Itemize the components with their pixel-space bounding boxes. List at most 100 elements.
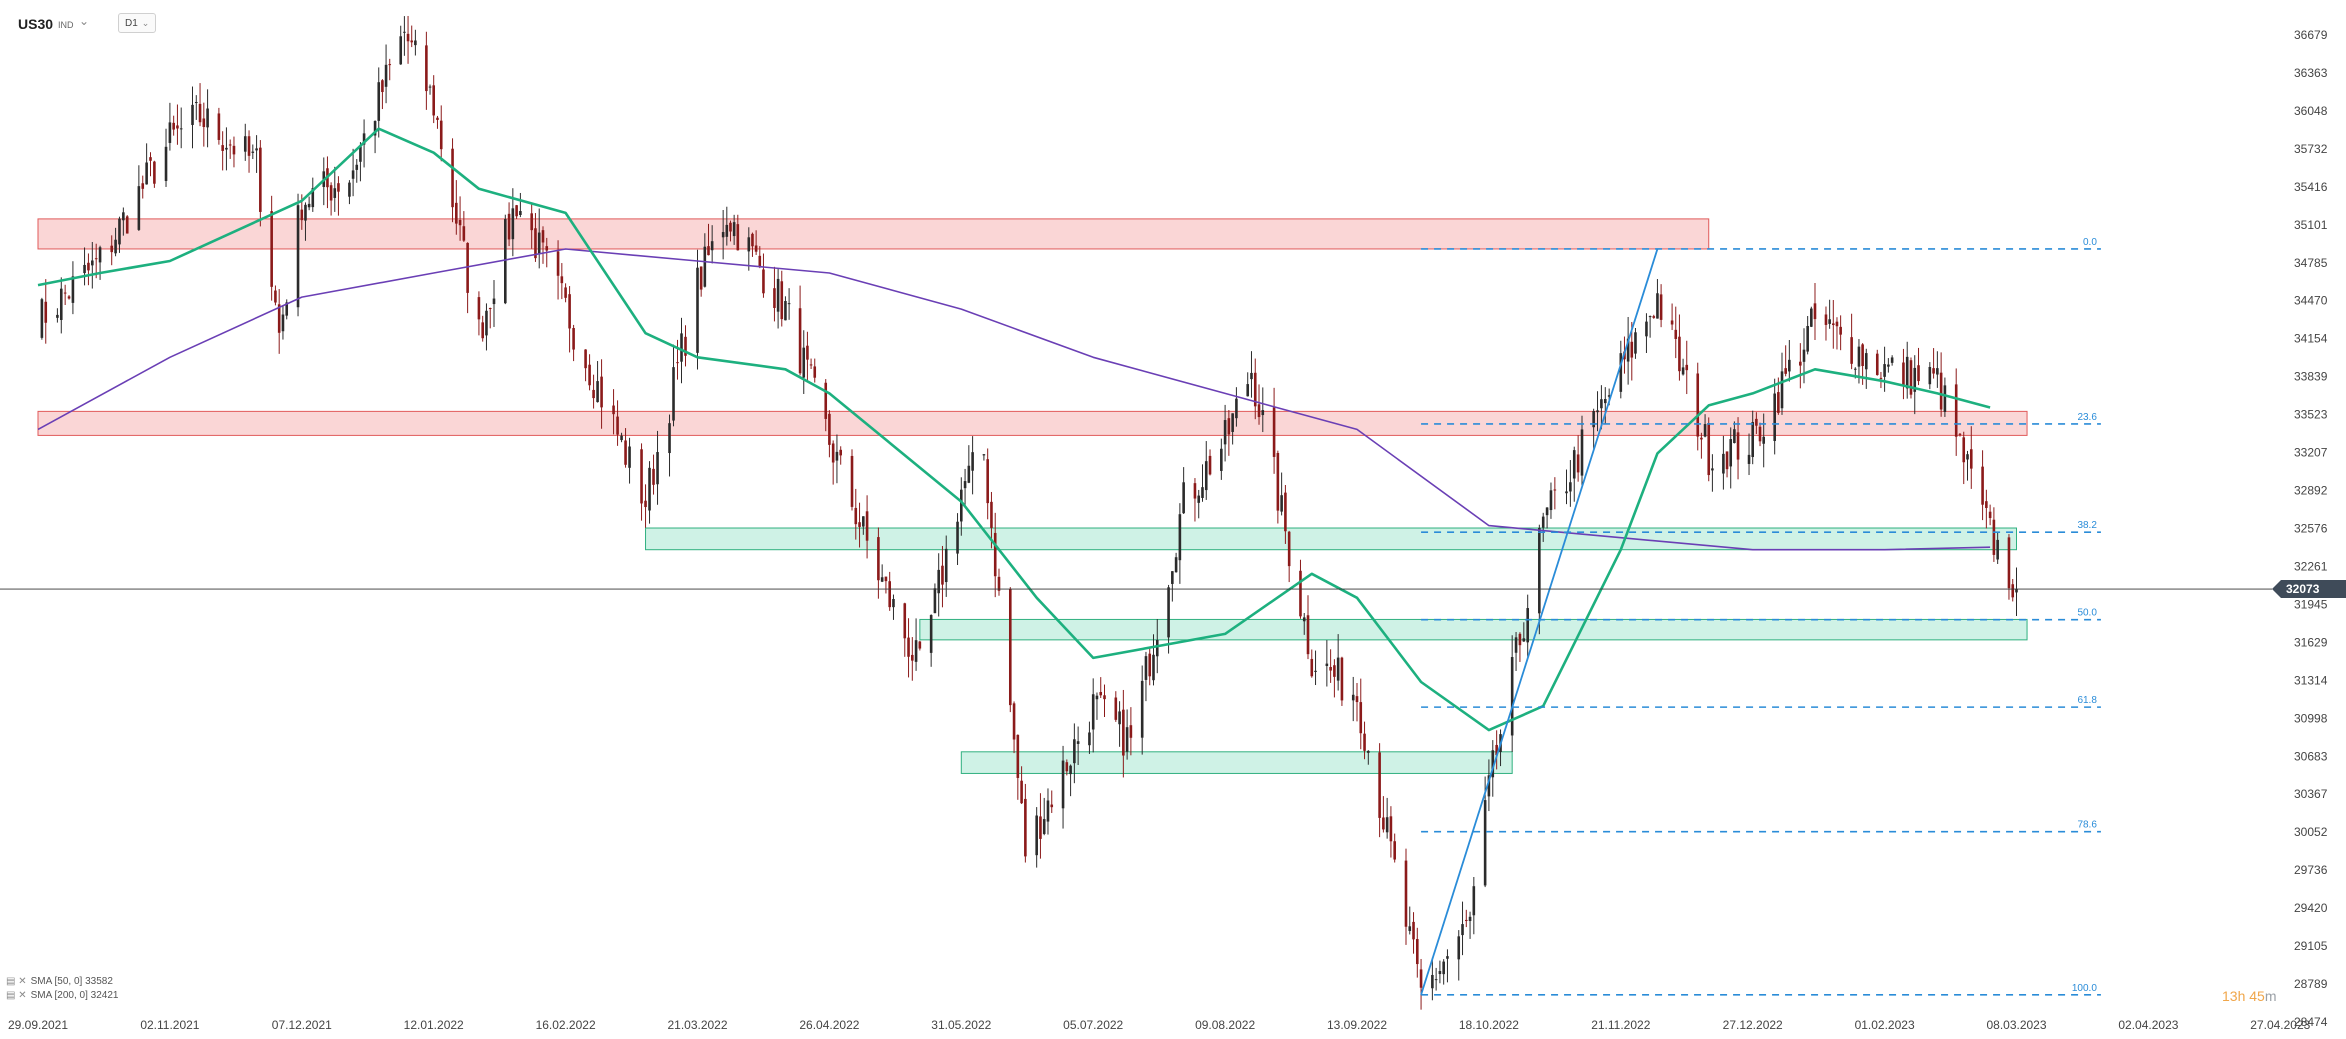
- indicator-icons: ▤ ✕: [6, 976, 27, 987]
- x-tick-label: 01.02.2023: [1855, 1018, 1915, 1032]
- candle: [880, 577, 884, 582]
- candle: [1518, 633, 1522, 646]
- x-tick-label: 13.09.2022: [1327, 1018, 1387, 1032]
- candle: [1155, 639, 1159, 657]
- chevron-down-icon[interactable]: ⌄: [79, 14, 90, 28]
- candle: [1596, 410, 1599, 413]
- candle: [98, 247, 102, 263]
- candle: [762, 269, 765, 294]
- candle: [1076, 741, 1080, 744]
- candle: [1703, 424, 1707, 437]
- candle: [1580, 429, 1584, 476]
- timeframe-select[interactable]: D1 ⌄: [118, 13, 157, 33]
- candle: [149, 157, 152, 161]
- candle: [1103, 695, 1106, 700]
- candle: [1306, 615, 1310, 655]
- candle: [492, 298, 496, 305]
- candle: [377, 82, 381, 121]
- candle: [1314, 670, 1317, 672]
- candle: [1016, 734, 1020, 778]
- candle: [1487, 775, 1491, 797]
- candle: [384, 64, 388, 87]
- candle: [1122, 709, 1125, 756]
- candle: [281, 314, 285, 332]
- candle: [1607, 395, 1611, 397]
- x-tick-label: 02.11.2021: [140, 1018, 199, 1032]
- candle-countdown: 13h 45m: [2222, 988, 2277, 1004]
- candle: [1431, 974, 1434, 989]
- candle: [110, 245, 114, 253]
- candle: [824, 382, 828, 419]
- x-tick-label: 18.10.2022: [1459, 1018, 1519, 1032]
- candle: [1235, 398, 1238, 419]
- candle: [960, 489, 963, 522]
- y-tick-label: 36048: [2294, 104, 2328, 118]
- candle: [44, 301, 48, 323]
- candle: [198, 103, 202, 123]
- candle: [1091, 694, 1095, 730]
- candle: [1592, 411, 1595, 428]
- candle: [285, 302, 289, 316]
- candle: [1174, 557, 1178, 573]
- candle: [122, 212, 125, 221]
- candle: [1850, 337, 1853, 364]
- candle: [1913, 367, 1917, 392]
- candle: [1182, 482, 1185, 514]
- candle: [1284, 492, 1287, 532]
- candle: [221, 145, 224, 151]
- fib-level-label: 38.2: [2077, 520, 2097, 531]
- candle: [348, 182, 351, 197]
- candle: [485, 310, 488, 336]
- candle: [202, 118, 206, 128]
- candle: [91, 260, 94, 266]
- candle: [1762, 436, 1765, 444]
- legend-sma50[interactable]: ▤ ✕ SMA [50, 0] 33582: [6, 976, 113, 987]
- y-tick-label: 33523: [2294, 408, 2328, 422]
- candle: [564, 287, 567, 298]
- y-tick-label: 30052: [2294, 825, 2328, 839]
- candle: [118, 218, 121, 245]
- candle: [1389, 816, 1393, 842]
- candle: [865, 511, 869, 541]
- candle: [584, 349, 587, 369]
- candle: [1802, 349, 1806, 362]
- candle: [600, 376, 603, 408]
- candle: [1118, 711, 1121, 725]
- candle: [684, 336, 687, 356]
- candle: [1832, 323, 1835, 326]
- candle: [1491, 750, 1495, 778]
- candle: [1438, 971, 1442, 975]
- candle: [1325, 663, 1329, 666]
- candle: [1736, 432, 1740, 460]
- candle: [944, 548, 948, 583]
- candle: [1985, 501, 1988, 508]
- candle: [1962, 437, 1966, 463]
- candle: [798, 308, 802, 374]
- candle: [612, 405, 615, 415]
- candle: [251, 151, 255, 153]
- candle: [907, 637, 910, 657]
- candle: [255, 148, 258, 151]
- legend-sma200[interactable]: ▤ ✕ SMA [200, 0] 32421: [6, 990, 118, 1001]
- fib-level-label: 23.6: [2077, 412, 2097, 423]
- candle: [530, 213, 533, 231]
- candle: [831, 443, 835, 463]
- candle: [274, 290, 277, 303]
- candle: [1553, 489, 1557, 491]
- sma200-line: [37, 248, 1991, 551]
- candle: [477, 297, 481, 320]
- candle: [137, 186, 141, 230]
- candle: [1468, 916, 1472, 922]
- candle: [1152, 654, 1155, 681]
- candle: [1287, 531, 1291, 567]
- candle: [911, 654, 914, 661]
- candle: [929, 615, 933, 653]
- candle: [1905, 356, 1909, 389]
- candle: [648, 467, 651, 511]
- candle: [1755, 418, 1758, 426]
- candle: [967, 465, 971, 483]
- symbol-name[interactable]: US30: [18, 16, 54, 32]
- candle: [806, 345, 809, 360]
- candle: [1393, 841, 1396, 860]
